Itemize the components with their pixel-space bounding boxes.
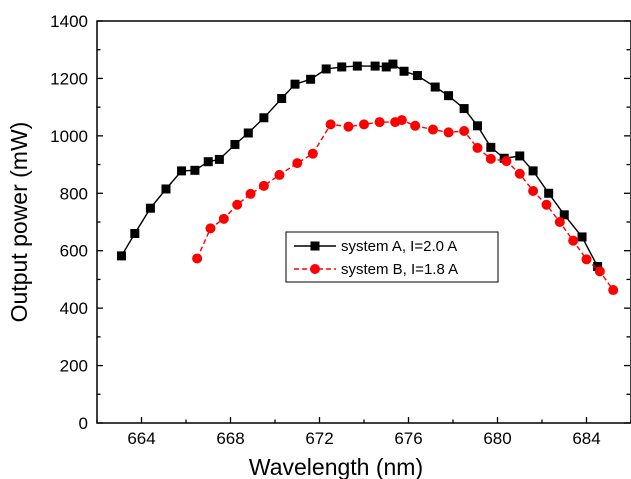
data-point [515, 151, 525, 161]
data-point [192, 253, 203, 264]
data-point [430, 82, 440, 92]
series-2 [192, 115, 619, 296]
y-tick-label: 1200 [50, 69, 88, 88]
data-point [177, 166, 187, 176]
data-point [259, 113, 269, 123]
data-point [396, 115, 407, 126]
data-point [581, 254, 592, 265]
data-point [594, 266, 605, 277]
data-point [541, 199, 552, 210]
x-tick-label: 680 [483, 429, 511, 448]
data-point [116, 251, 126, 261]
data-point [145, 203, 155, 213]
legend-marker [310, 264, 320, 274]
data-point [528, 166, 538, 176]
data-point [459, 125, 470, 136]
data-point [577, 232, 587, 242]
data-point [205, 223, 216, 234]
data-point [343, 121, 354, 132]
y-tick-label: 0 [79, 414, 88, 433]
legend-entry: system B, I=1.8 A [294, 261, 458, 278]
data-point [274, 169, 285, 180]
y-tick-label: 800 [60, 184, 88, 203]
data-point [243, 128, 253, 138]
y-tick-label: 200 [60, 357, 88, 376]
data-point [306, 74, 316, 84]
data-point [307, 148, 318, 159]
data-point [258, 180, 269, 191]
data-point [412, 71, 422, 81]
data-point [292, 158, 303, 169]
data-point [203, 157, 213, 167]
data-point [444, 91, 454, 101]
y-tick-label: 600 [60, 242, 88, 261]
y-tick-label: 1400 [50, 12, 88, 31]
data-point [232, 199, 243, 210]
data-point [559, 210, 569, 220]
data-point [410, 120, 421, 131]
plot-frame [96, 20, 631, 424]
data-point [230, 139, 240, 149]
x-tick-label: 672 [305, 429, 333, 448]
legend-label: system A, I=2.0 A [341, 238, 457, 255]
data-point [370, 61, 380, 71]
data-point [472, 121, 482, 131]
data-point [593, 262, 603, 272]
data-point [214, 154, 224, 164]
data-point [427, 124, 438, 135]
data-point [554, 217, 565, 227]
y-axis-title: Output power (mW) [6, 122, 32, 323]
data-point [459, 104, 469, 114]
x-tick-label: 668 [216, 429, 244, 448]
data-point [485, 153, 496, 164]
data-point [528, 185, 539, 196]
data-point [218, 213, 229, 224]
data-point [190, 165, 200, 175]
data-point [472, 142, 483, 153]
data-point [277, 94, 287, 104]
data-point [337, 62, 347, 72]
data-point [381, 62, 391, 72]
series-line [120, 63, 599, 267]
x-tick-label: 664 [127, 429, 155, 448]
data-point [130, 228, 140, 238]
legend-entry: system A, I=2.0 A [294, 238, 457, 255]
legend-marker [310, 241, 320, 251]
data-point [568, 235, 579, 246]
data-point [290, 79, 300, 89]
x-tick-label: 676 [394, 429, 422, 448]
legend-box [285, 231, 499, 283]
data-point [374, 117, 385, 128]
y-tick-label: 400 [60, 299, 88, 318]
data-point [544, 188, 554, 198]
data-point [608, 285, 619, 296]
data-point [501, 156, 512, 167]
data-point [245, 188, 256, 199]
data-point [399, 66, 409, 76]
data-point [352, 61, 362, 71]
data-point [161, 184, 171, 194]
data-point [514, 168, 525, 179]
data-point [443, 127, 454, 138]
data-point [388, 59, 398, 69]
x-axis-title: Wavelength (nm) [249, 454, 423, 479]
data-point [486, 142, 496, 152]
legend-label: system B, I=1.8 A [341, 261, 458, 278]
data-point [359, 119, 369, 130]
data-point [325, 119, 336, 130]
data-point [321, 64, 331, 74]
x-tick-label: 684 [572, 429, 600, 448]
y-tick-label: 1000 [50, 127, 88, 146]
